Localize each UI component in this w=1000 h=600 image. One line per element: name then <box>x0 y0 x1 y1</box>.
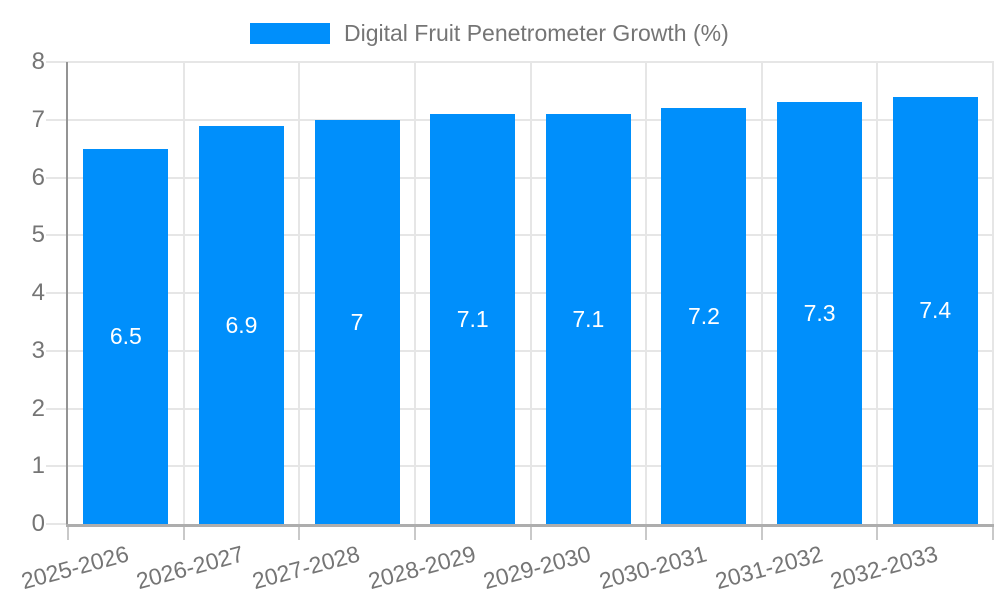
x-tick <box>760 524 763 540</box>
bar-value-label: 7 <box>350 308 364 335</box>
bar-value-label: 6.9 <box>225 311 258 338</box>
bar[interactable] <box>892 96 978 524</box>
bar-value-label: 6.5 <box>109 323 142 350</box>
y-tick-label: 0 <box>31 510 45 537</box>
x-tick <box>413 524 416 540</box>
y-gridline <box>46 407 994 410</box>
x-gridline <box>529 62 532 524</box>
bar[interactable] <box>314 119 400 524</box>
x-gridline <box>645 62 648 524</box>
legend-label: Digital Fruit Penetrometer Growth (%) <box>344 20 729 46</box>
y-tick-label: 8 <box>31 48 45 75</box>
x-gridline <box>413 62 416 524</box>
bar[interactable] <box>198 125 284 524</box>
x-tick <box>992 524 994 540</box>
bar[interactable] <box>545 113 631 524</box>
bar-value-label: 7.1 <box>456 305 489 332</box>
x-tick <box>182 524 185 540</box>
y-gridline <box>46 118 994 121</box>
bar-value-label: 7.1 <box>572 305 605 332</box>
bar[interactable] <box>83 148 169 524</box>
bar[interactable] <box>777 102 863 524</box>
y-gridline <box>46 349 994 352</box>
legend[interactable]: Digital Fruit Penetrometer Growth (%) <box>250 20 729 46</box>
y-gridline <box>46 61 994 63</box>
bar-value-label: 7.3 <box>803 300 836 327</box>
x-tick <box>876 524 879 540</box>
x-axis-line <box>66 524 994 527</box>
y-gridline <box>46 465 994 468</box>
x-gridline <box>876 62 879 524</box>
bar-value-label: 7.4 <box>919 297 952 324</box>
bar[interactable] <box>430 113 516 524</box>
y-tick-label: 3 <box>31 336 45 364</box>
y-axis-line <box>66 62 68 526</box>
y-tick-label: 7 <box>31 105 45 133</box>
x-tick <box>529 524 532 540</box>
y-tick-label: 1 <box>31 452 45 480</box>
x-gridline <box>298 62 301 524</box>
y-tick-label: 2 <box>31 394 45 422</box>
x-tick <box>67 524 69 540</box>
y-gridline <box>46 176 994 179</box>
y-tick-label: 4 <box>31 279 45 306</box>
bar-value-label: 7.2 <box>687 303 720 330</box>
y-gridline <box>46 234 994 237</box>
bar[interactable] <box>661 108 747 524</box>
x-gridline <box>992 62 994 524</box>
x-gridline <box>760 62 763 524</box>
x-tick <box>645 524 648 540</box>
y-gridline <box>46 292 994 294</box>
y-tick-label: 5 <box>31 221 45 249</box>
x-gridline <box>182 62 185 524</box>
legend-swatch <box>250 22 330 44</box>
y-tick <box>46 523 68 525</box>
y-tick-label: 6 <box>31 163 45 191</box>
x-tick <box>298 524 301 540</box>
